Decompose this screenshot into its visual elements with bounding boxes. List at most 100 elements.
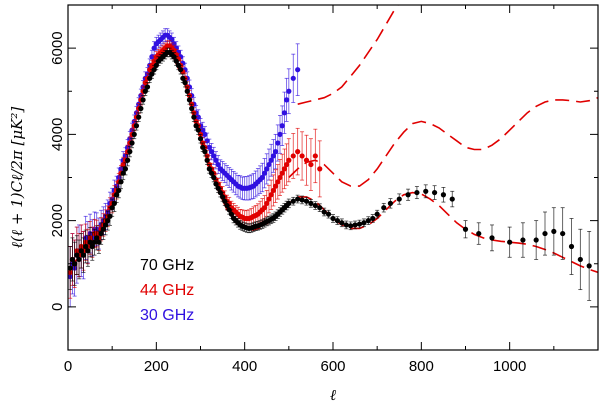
data-point [217, 189, 223, 196]
data-point [272, 149, 279, 155]
data-point [266, 161, 272, 168]
data-point [197, 136, 204, 142]
data-point [449, 196, 455, 202]
data-point [175, 62, 182, 68]
data-point [370, 215, 376, 222]
data-point [151, 45, 157, 51]
data-point [542, 230, 548, 237]
data-point [489, 235, 495, 241]
data-point [551, 228, 557, 235]
series-44-ghz [68, 40, 323, 299]
data-point [222, 198, 228, 204]
data-point [202, 149, 208, 155]
data-point [116, 187, 122, 194]
data-point [149, 62, 155, 68]
data-point [94, 235, 100, 241]
data-point [189, 105, 195, 112]
data-point [286, 200, 292, 206]
data-point [299, 153, 305, 159]
data-point [348, 223, 354, 229]
data-point [200, 127, 206, 133]
data-point [284, 161, 290, 168]
data-point [178, 67, 184, 73]
data-point [85, 248, 91, 254]
data-point [312, 153, 318, 159]
data-point [80, 252, 87, 258]
data-point [275, 179, 281, 185]
data-point [295, 196, 301, 202]
y-tick-label: 2000 [49, 204, 66, 237]
data-point [352, 222, 358, 228]
data-point [381, 205, 387, 211]
data-point [206, 166, 212, 172]
data-point [290, 75, 296, 81]
data-point [129, 140, 135, 146]
data-point [147, 75, 153, 81]
x-tick-label: 400 [232, 358, 257, 375]
data-point [142, 80, 148, 86]
data-point [286, 88, 292, 94]
data-point [182, 80, 188, 86]
x-tick-label: 800 [409, 358, 434, 375]
data-point [361, 220, 367, 226]
data-point [303, 157, 310, 163]
x-tick-label: 0 [64, 358, 72, 375]
legend-entry-70ghz: 70 GHz [140, 257, 194, 274]
data-point [321, 209, 327, 215]
data-point [219, 194, 226, 200]
data-point [191, 114, 197, 120]
data-point [208, 149, 215, 155]
data-point [281, 110, 288, 116]
x-tick-label: 1000 [493, 358, 526, 375]
data-point [275, 140, 281, 146]
data-point [105, 218, 111, 224]
x-axis-label: ℓ [330, 386, 336, 404]
data-point [98, 230, 104, 237]
x-tick-label: 600 [320, 358, 345, 375]
data-point [507, 239, 513, 245]
data-point [303, 198, 310, 204]
data-point [423, 188, 429, 194]
data-point [144, 84, 151, 90]
data-point [277, 131, 283, 137]
data-point [334, 218, 341, 224]
data-point [193, 123, 199, 129]
data-point [83, 243, 89, 250]
data-point [277, 174, 283, 181]
data-point [577, 256, 583, 263]
data-point [138, 105, 144, 112]
data-point [317, 166, 323, 172]
data-point [308, 200, 314, 206]
data-point [107, 213, 113, 219]
data-point [195, 127, 201, 133]
data-point [343, 222, 349, 228]
data-point [215, 185, 221, 191]
data-point [142, 88, 148, 94]
data-point [295, 149, 301, 155]
data-point [149, 54, 155, 60]
data-point [171, 47, 177, 53]
data-point [339, 220, 345, 226]
data-point [270, 153, 276, 159]
data-point [206, 144, 212, 150]
data-point [180, 75, 186, 81]
data-point [290, 153, 296, 159]
data-point [186, 97, 193, 103]
data-point [120, 161, 126, 168]
data-point [284, 97, 290, 103]
data-point [330, 215, 336, 222]
series-70-ghz [68, 47, 592, 301]
data-point [89, 243, 95, 250]
legend-entry-44ghz: 44 GHz [140, 282, 194, 299]
data-point [365, 218, 371, 224]
data-point [279, 123, 285, 129]
data-point [431, 189, 438, 196]
data-point [149, 71, 155, 77]
data-point [261, 170, 268, 176]
data-point [127, 149, 133, 155]
data-point [171, 54, 177, 60]
data-point [476, 230, 482, 237]
data-point [374, 211, 380, 217]
data-point [286, 157, 292, 163]
data-point [72, 261, 78, 267]
